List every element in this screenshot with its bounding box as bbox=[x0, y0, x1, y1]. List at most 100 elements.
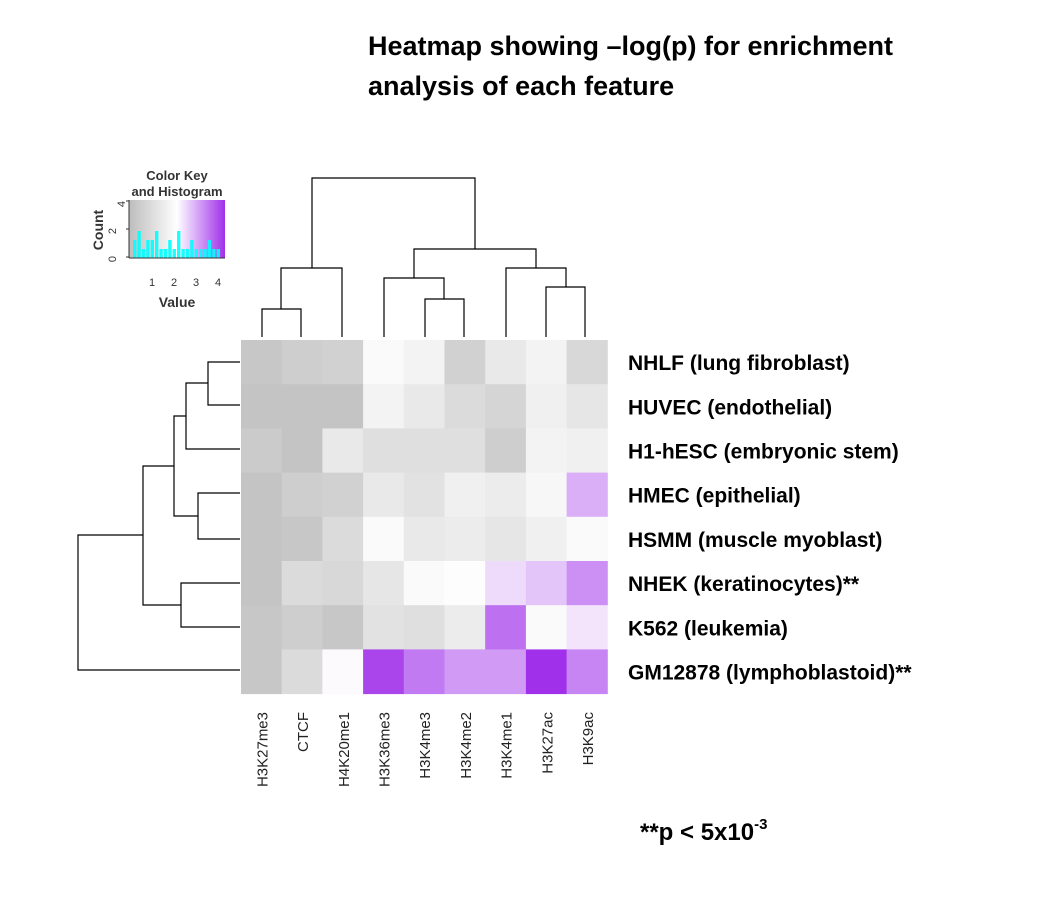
histogram-bar bbox=[133, 240, 137, 258]
heatmap-cell bbox=[525, 384, 568, 429]
heatmap-cell bbox=[566, 472, 608, 518]
row-label: NHLF (lung fibroblast) bbox=[628, 352, 850, 375]
heatmap-cell bbox=[363, 516, 405, 562]
col-dendro-link bbox=[311, 177, 476, 268]
row-label: NHEK (keratinocytes)** bbox=[628, 573, 860, 596]
col-dendro-link bbox=[280, 267, 343, 337]
heatmap-cell bbox=[403, 472, 445, 518]
heatmap-cell bbox=[403, 649, 445, 695]
color-key-xtick-4: 4 bbox=[215, 277, 221, 289]
heatmap-cell bbox=[525, 428, 568, 474]
row-label: K562 (leukemia) bbox=[628, 617, 788, 640]
heatmap-cell bbox=[444, 605, 486, 650]
row-dendro-link bbox=[197, 492, 240, 540]
heatmap-cell bbox=[241, 340, 283, 385]
heatmap-cell bbox=[485, 605, 527, 650]
histogram-bar bbox=[216, 249, 220, 258]
column-label: H3K4me3 bbox=[417, 712, 434, 779]
histogram-bar bbox=[155, 231, 159, 258]
histogram-bar bbox=[150, 240, 154, 258]
row-label: HSMM (muscle myoblast) bbox=[628, 529, 882, 552]
heatmap-cell bbox=[322, 649, 364, 695]
heatmap-cell bbox=[363, 561, 405, 606]
col-dendro-link bbox=[261, 308, 302, 337]
histogram-bar bbox=[172, 249, 176, 258]
column-label: H3K4me2 bbox=[458, 712, 475, 779]
color-key-ytick-4: 4 bbox=[116, 201, 128, 207]
heatmap-cell bbox=[281, 561, 323, 606]
heatmap-cell bbox=[444, 516, 486, 562]
histogram-bar bbox=[190, 240, 194, 258]
row-labels: NHLF (lung fibroblast) HUVEC (endothelial… bbox=[628, 352, 912, 684]
column-labels: H3K27me3 CTCF H4K20me1 H3K36me3 H3K4me3 H3K4m… bbox=[254, 712, 597, 788]
chart-title: Heatmap showing –log(p) for enrichment a… bbox=[368, 26, 1008, 106]
heatmap-cell bbox=[485, 561, 527, 606]
heatmap-cell bbox=[403, 605, 445, 650]
heatmap-cell bbox=[485, 340, 527, 385]
heatmap-cell bbox=[363, 340, 405, 385]
column-label: H3K27ac bbox=[539, 712, 556, 774]
heatmap-cell bbox=[444, 561, 486, 606]
row-dendro-link bbox=[142, 465, 181, 606]
heatmap-cell bbox=[281, 516, 323, 562]
color-key-xlabel: Value bbox=[159, 294, 196, 310]
heatmap-cell bbox=[566, 516, 608, 562]
row-dendro-link bbox=[185, 382, 240, 450]
heatmap-cell bbox=[566, 649, 608, 695]
row-label: H1-hESC (embryonic stem) bbox=[628, 441, 899, 464]
heatmap-cell bbox=[241, 605, 283, 650]
heatmap-cell bbox=[566, 340, 608, 385]
heatmap-cell bbox=[403, 340, 445, 385]
heatmap-cell bbox=[241, 561, 283, 606]
histogram-bar bbox=[185, 249, 190, 258]
column-label: H3K36me3 bbox=[377, 712, 394, 787]
heatmap-cell bbox=[403, 561, 445, 606]
color-key-histogram bbox=[133, 231, 220, 258]
heatmap-cell bbox=[485, 516, 527, 562]
heatmap-cell bbox=[281, 472, 323, 518]
heatmap-cell bbox=[322, 384, 364, 429]
color-key: Color Key and Histogram 0 2 4 Count 1 2 … bbox=[90, 168, 225, 310]
heatmap-cell bbox=[444, 340, 486, 385]
heatmap-cell bbox=[444, 472, 486, 518]
heatmap-cell bbox=[525, 649, 568, 695]
heatmap-cell bbox=[322, 472, 364, 518]
heatmap-cell bbox=[444, 384, 486, 429]
heatmap-cell bbox=[281, 428, 323, 474]
chart-title-line-1: Heatmap showing –log(p) for enrichment bbox=[368, 31, 894, 61]
heatmap-cell bbox=[322, 516, 364, 562]
histogram-bar bbox=[212, 249, 216, 258]
column-label: H3K27me3 bbox=[254, 712, 271, 787]
heatmap-cell bbox=[566, 605, 608, 650]
heatmap-cell bbox=[363, 605, 405, 650]
heatmap-cell bbox=[322, 605, 364, 650]
heatmap-cell bbox=[363, 649, 405, 695]
col-dendro-link bbox=[505, 267, 567, 337]
color-key-title-2: and Histogram bbox=[131, 184, 222, 199]
heatmap-cell bbox=[566, 384, 608, 429]
heatmap-cell bbox=[281, 605, 323, 650]
significance-note-text: **p < 5x10 bbox=[640, 819, 755, 846]
row-label: GM12878 (lymphoblastoid)** bbox=[628, 662, 912, 685]
color-key-title-1: Color Key bbox=[146, 168, 208, 183]
heatmap-cell bbox=[403, 516, 445, 562]
heatmap-cell bbox=[403, 384, 445, 429]
histogram-bar bbox=[207, 240, 212, 258]
heatmap-cell bbox=[241, 384, 283, 429]
heatmap-cell bbox=[566, 428, 608, 474]
color-key-xtick-1: 1 bbox=[149, 277, 155, 289]
histogram-bar bbox=[159, 249, 163, 258]
heatmap-cell bbox=[363, 428, 405, 474]
heatmap-cell bbox=[363, 472, 405, 518]
heatmap-cell bbox=[525, 561, 568, 606]
col-dendro-link bbox=[424, 298, 465, 337]
histogram-bar bbox=[163, 249, 168, 258]
heatmap-cell bbox=[241, 428, 283, 474]
heatmap-cell bbox=[241, 472, 283, 518]
significance-note-exponent: -3 bbox=[754, 816, 768, 833]
col-dendro-link bbox=[383, 277, 445, 337]
row-label: HMEC (epithelial) bbox=[628, 485, 801, 508]
heatmap-cell bbox=[566, 561, 608, 606]
heatmap-cell bbox=[281, 649, 323, 695]
